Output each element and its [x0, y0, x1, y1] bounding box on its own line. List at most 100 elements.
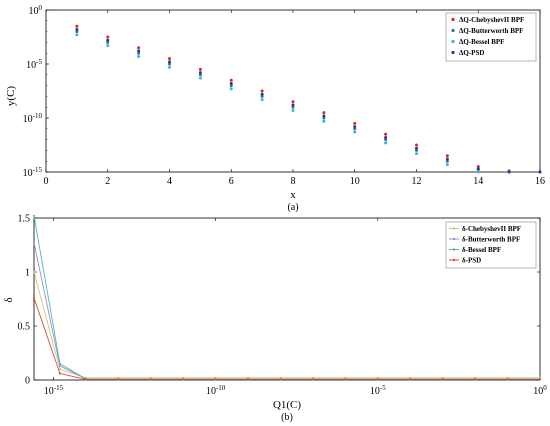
chart-b-legend-box — [445, 221, 537, 269]
chart-b-x-label: Q1(C) — [273, 399, 301, 411]
series-4-point — [137, 49, 141, 53]
series-3-point — [322, 119, 326, 123]
series-2-point — [198, 73, 202, 77]
series-4-point — [507, 170, 511, 174]
series-1-point — [137, 46, 141, 50]
series-4-point — [229, 81, 233, 85]
series-4-point — [198, 71, 202, 75]
series-3-point — [260, 98, 264, 102]
series-2-point — [415, 148, 418, 152]
series-4-point — [311, 378, 315, 381]
y-tick-label: 100 — [29, 4, 43, 17]
legend-marker-dot — [452, 258, 456, 262]
series-1-point — [106, 35, 110, 39]
series-4-point — [117, 378, 120, 381]
legend-marker-dot — [452, 248, 456, 251]
y-tick-label: 0.5 — [18, 322, 31, 333]
chart-b-lines — [32, 214, 542, 381]
series-2-point — [168, 62, 171, 66]
series-4-point — [168, 60, 171, 64]
series-1-point — [291, 100, 295, 104]
series-4-point — [214, 378, 217, 381]
y-tick-label: 10-10 — [23, 112, 43, 125]
series-1-point — [415, 143, 418, 147]
legend-entry: δ-Butterworth BPF — [462, 236, 520, 244]
series-1-point — [229, 78, 233, 82]
series-4-point — [106, 38, 110, 42]
series-4-point — [260, 92, 264, 96]
y-tick-label: 0 — [25, 376, 30, 387]
series-2-point — [445, 159, 449, 163]
series-1-point — [58, 368, 62, 371]
series-4-point — [409, 378, 412, 381]
series-3-point — [476, 170, 480, 174]
x-tick-label: 100 — [533, 384, 547, 397]
series-2-point — [32, 241, 36, 244]
series-4-point — [279, 378, 282, 381]
series-1-point — [75, 24, 79, 28]
series-2-point — [260, 94, 264, 98]
series-4-point — [353, 125, 357, 129]
series-1-point — [445, 154, 449, 158]
series-4-point — [445, 157, 449, 161]
series-2-point — [322, 116, 326, 120]
series-2-point — [137, 51, 141, 55]
series-2-point — [353, 127, 357, 131]
x-tick-label: 14 — [473, 176, 483, 187]
x-tick-label: 10-15 — [44, 384, 64, 397]
series-1-point — [260, 89, 264, 93]
series-4-point — [149, 378, 152, 381]
x-tick-label: 10-10 — [206, 384, 226, 397]
series-3-point — [32, 214, 36, 217]
chart-a: 0 2 4 6 8 10 12 14 16 100 10-5 10-10 10-15 ΔQ-Cheby… — [5, 4, 545, 213]
chart-a-legend-box — [445, 12, 537, 62]
x-tick-label: 12 — [412, 176, 422, 187]
chart-b-y-ticks: 0 0.5 1 1.5 — [18, 214, 540, 387]
y-tick-label: 10-15 — [23, 166, 43, 179]
y-tick-label: 1 — [25, 268, 30, 279]
x-tick-label: 10 — [350, 176, 360, 187]
series-2-point — [384, 138, 388, 142]
legend-marker-dot — [452, 237, 456, 241]
series-4-point — [376, 378, 379, 381]
series-1-point — [353, 121, 357, 125]
series-3-point — [445, 162, 449, 166]
series-2-point — [229, 84, 233, 88]
chart-b-legend: δ-ChebyshevII BPF δ-Butterworth BPF δ-Bess… — [445, 221, 537, 269]
series-3-point — [415, 152, 418, 156]
chart-b: 10-15 10-10 10-5 100 0 0.5 1 1.5 δ-ChebyshevII… — [3, 214, 547, 424]
x-tick-label: 0 — [44, 176, 49, 187]
series-1-point — [476, 165, 480, 169]
chart-a-x-ticks: 0 2 4 6 8 10 12 14 16 — [44, 10, 545, 187]
series-4-point — [291, 103, 295, 107]
series-1-point — [384, 132, 388, 136]
series-3-point — [106, 44, 110, 48]
series-1-point — [198, 67, 202, 71]
series-1-point — [168, 57, 171, 61]
series-3-point — [229, 87, 233, 91]
legend-entry: δ-ChebyshevII BPF — [462, 225, 521, 233]
legend-entry: ΔQ-Bessel BPF — [459, 38, 504, 46]
series-3-point — [58, 362, 62, 365]
series-3-point — [291, 108, 295, 112]
legend-entry: ΔQ-PSD — [459, 49, 484, 57]
y-tick-label: 10-5 — [26, 58, 42, 71]
series-3-point — [353, 130, 357, 134]
series-3-point — [137, 54, 141, 58]
series-4-point — [384, 135, 388, 139]
series-4-point — [441, 378, 444, 381]
legend-marker — [451, 50, 455, 55]
series-3-point — [75, 33, 79, 37]
series-1-point — [322, 111, 326, 115]
series-4-point — [538, 378, 542, 381]
legend-entry: δ-Bessel BPF — [462, 246, 501, 254]
legend-entry: ΔQ-Butterworth BPF — [459, 27, 523, 35]
legend-marker-dot — [452, 227, 456, 230]
chart-b-caption: (b) — [281, 412, 293, 423]
series-4-point — [58, 372, 62, 375]
series-2-point — [106, 40, 110, 44]
x-tick-label: 4 — [167, 176, 172, 187]
x-tick-label: 6 — [229, 176, 234, 187]
legend-entry: δ-PSD — [462, 257, 481, 265]
